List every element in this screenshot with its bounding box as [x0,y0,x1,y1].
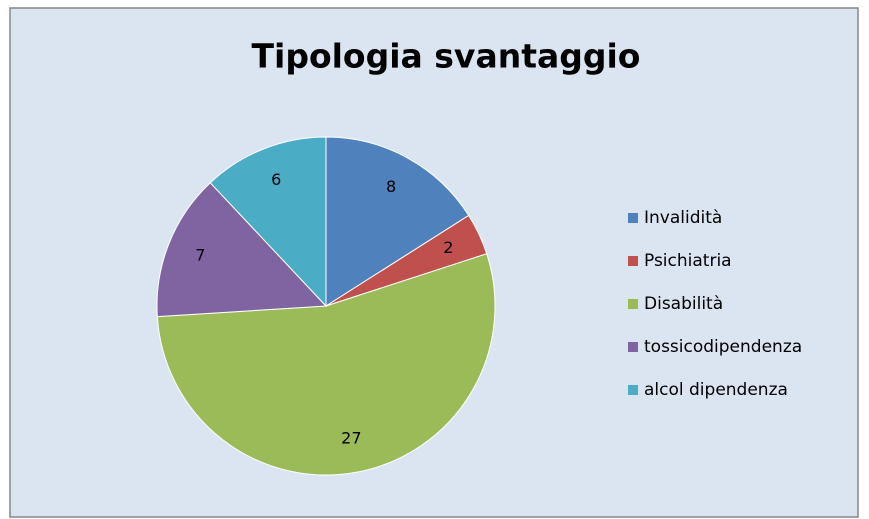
legend-label: Disabilità [644,294,723,314]
legend-label: Psichiatria [644,251,732,271]
legend-label: tossicodipendenza [644,337,802,357]
legend-swatch [628,342,638,352]
data-label: 2 [443,238,453,257]
legend-swatch [628,385,638,395]
data-label: 27 [341,428,361,447]
pie-slice [156,182,328,318]
data-label: 6 [271,170,281,189]
legend-swatch [628,213,638,223]
data-label: 8 [386,177,396,196]
chart-title: Tipologia svantaggio [252,37,641,76]
pie-slice [156,253,496,476]
legend-swatch [628,299,638,309]
legend-label: Invalidità [644,208,722,228]
pie-slice [325,136,470,307]
pie-slice [209,136,327,308]
data-label: 7 [195,246,205,265]
legend-swatch [628,256,638,266]
legend-label: alcol dipendenza [644,380,788,400]
